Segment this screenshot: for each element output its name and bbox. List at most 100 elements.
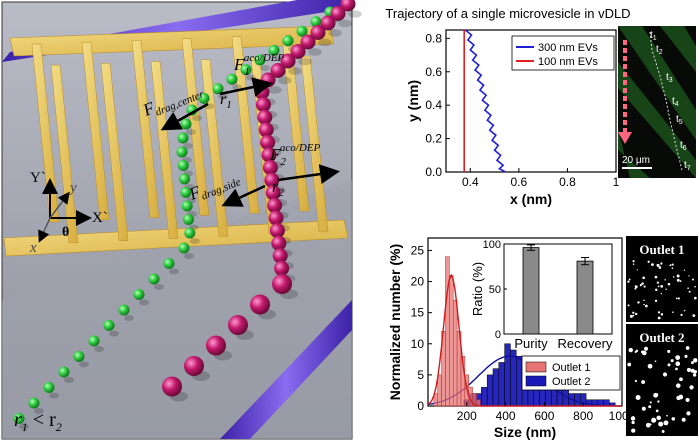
outlet2-dot xyxy=(675,355,681,360)
magenta-bead-shadow xyxy=(318,38,332,47)
green-bead xyxy=(198,92,210,104)
magenta-bead-shadow xyxy=(278,76,292,85)
f1-label: F1aco/DEP xyxy=(233,52,284,78)
green-bead xyxy=(103,320,115,331)
green-bead-shadow xyxy=(64,377,74,383)
f2-arrow xyxy=(277,164,340,184)
electrode-finger xyxy=(300,55,329,233)
histogram-y-label: Normalized number (%) xyxy=(387,244,403,400)
outlet2-dot xyxy=(658,421,664,427)
outlet2-dot xyxy=(691,361,694,365)
micrograph-time-label: t7 xyxy=(684,160,691,172)
green-bead xyxy=(310,16,322,28)
green-bead xyxy=(178,242,190,254)
outlet2-image xyxy=(626,324,698,436)
outlet2-dot xyxy=(627,362,632,367)
histogram-y-tick-label: 25 xyxy=(411,243,425,257)
magenta-bead xyxy=(184,356,204,376)
outlet2-dot xyxy=(666,414,668,417)
trajectory-y-label: y (nm) xyxy=(405,80,421,122)
outlet1-dot xyxy=(688,275,690,277)
radius-relation: r1 < r2 xyxy=(14,409,62,434)
axis-y-label: y xyxy=(68,180,77,196)
outlet1-dot xyxy=(636,269,638,271)
outlet1-dot xyxy=(642,276,645,280)
axis-x-arrow xyxy=(38,217,51,243)
inset-category-label: Purity xyxy=(514,336,548,351)
r1-label: r1 xyxy=(220,91,232,111)
magenta-bead-shadow xyxy=(328,29,342,37)
histogram-x-tick-label: 200 xyxy=(457,409,477,423)
outlet1-dot xyxy=(660,262,663,265)
axis-Y-prime-label: Y` xyxy=(30,170,46,186)
outlet1-dot xyxy=(658,266,662,269)
magenta-bead xyxy=(250,294,270,315)
outlet2-dot xyxy=(667,349,671,353)
green-bead-shadow xyxy=(189,238,200,244)
green-bead xyxy=(180,118,192,130)
green-bead xyxy=(254,54,266,66)
micrograph-flow-arrowhead xyxy=(618,132,632,144)
outlet2-dot xyxy=(692,373,697,377)
channel-wall-bottom xyxy=(220,300,352,439)
histogram-bar xyxy=(516,355,523,407)
green-bead xyxy=(180,187,192,198)
outlet2-dot xyxy=(686,367,692,373)
axis-theta-label: θ xyxy=(62,225,69,240)
inset-axes-frame xyxy=(503,243,613,335)
outlet1-dot xyxy=(660,313,664,316)
trajectory-legend-box xyxy=(511,35,615,71)
outlet1-dot xyxy=(691,278,694,281)
magenta-bead xyxy=(271,235,287,251)
outlet1-dot xyxy=(665,288,667,290)
magenta-bead xyxy=(280,53,296,69)
histogram-legend-label: Outlet 2 xyxy=(552,376,591,388)
magenta-bead xyxy=(255,97,271,113)
outlet2-dot xyxy=(630,416,636,421)
histogram-y-tick-label: 0 xyxy=(417,399,424,413)
electrode-finger xyxy=(231,36,260,214)
magenta-bead xyxy=(264,172,280,188)
histogram-x-tick-label: 400 xyxy=(496,409,516,423)
outlet1-dot xyxy=(641,282,644,285)
outlet1-dot xyxy=(651,263,654,267)
magenta-bead-shadow xyxy=(288,67,302,75)
inset-y-tick-label: 100 xyxy=(483,239,501,251)
micrograph-stripe-1 xyxy=(618,26,696,140)
outlet2-dot xyxy=(685,346,690,350)
green-bead xyxy=(212,83,224,95)
micrograph-time-label: t6 xyxy=(680,140,687,152)
histogram-bar xyxy=(510,349,517,407)
trajectory-y-tick-label: 0.8 xyxy=(425,31,442,45)
outlet1-dot xyxy=(637,301,640,304)
outlet2-dots xyxy=(627,346,698,433)
outlet1-dot xyxy=(632,311,635,314)
trajectory-legend-label: 100 nm EVs xyxy=(538,56,598,68)
trajectory-x-tick-label: 0.4 xyxy=(462,175,479,189)
outlet2-dot xyxy=(684,354,688,358)
magenta-bead xyxy=(206,335,226,356)
trajectory-x-tick-label: 0.6 xyxy=(511,175,528,189)
green-bead-shadow xyxy=(109,330,119,337)
green-bead-shadow xyxy=(186,129,196,135)
outlet1-dot xyxy=(645,304,648,308)
outlet1-dot xyxy=(683,309,686,312)
outlet1-dot xyxy=(656,281,659,284)
outlet1-label: Outlet 1 xyxy=(639,242,684,257)
micrograph-stripe-3 xyxy=(660,26,696,72)
outlet2-dot xyxy=(649,401,652,404)
electrode-finger xyxy=(81,41,110,221)
histogram-legend-swatch xyxy=(525,375,547,387)
histogram-bar xyxy=(504,343,511,407)
outlet1-dot xyxy=(676,278,680,282)
magenta-bead xyxy=(228,315,248,335)
outlet2-dot xyxy=(662,372,668,377)
outlet1-dot xyxy=(669,264,672,267)
outlet2-dot xyxy=(679,377,683,382)
outlet1-dot xyxy=(627,280,630,283)
outlet1-dot xyxy=(657,311,661,314)
outlet2-dot xyxy=(676,395,681,401)
green-bead-shadow xyxy=(124,315,134,321)
green-bead xyxy=(118,304,130,316)
